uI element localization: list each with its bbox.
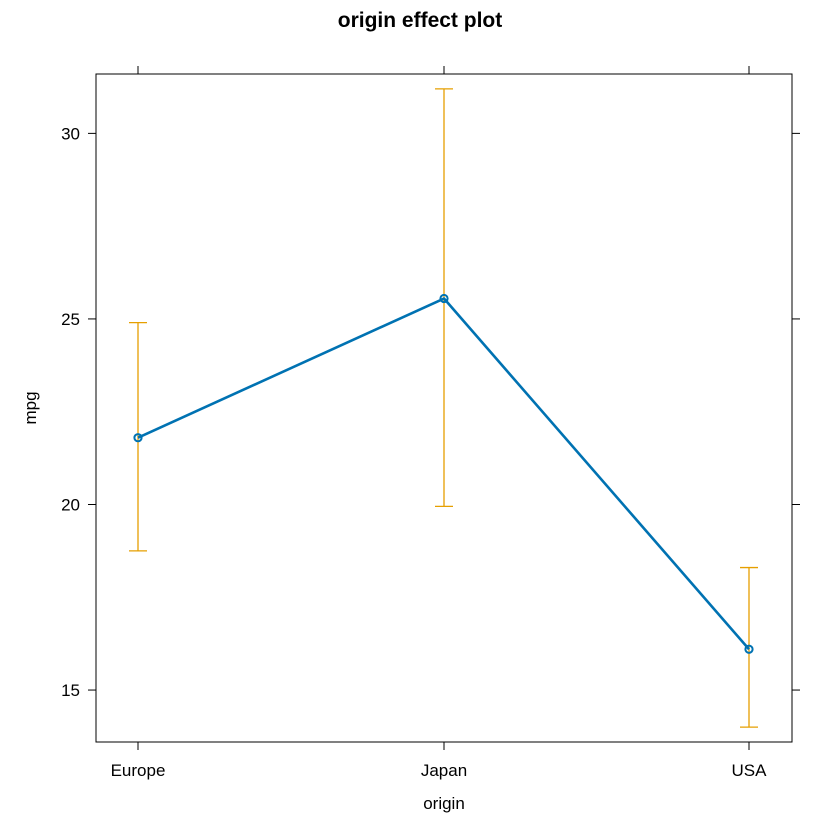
- y-tick-label-30: 30: [61, 124, 80, 143]
- series-layer: [133, 293, 754, 654]
- y-tick-label-15: 15: [61, 681, 80, 700]
- y-axis-label: mpg: [21, 391, 40, 424]
- y-tick-label-20: 20: [61, 495, 80, 514]
- x-tick-label-europe: Europe: [111, 761, 166, 780]
- y-axis: 15 20 25 30: [61, 124, 800, 700]
- x-axis-label: origin: [423, 794, 465, 813]
- series-line: [137, 297, 750, 651]
- data-point-europe: [133, 433, 143, 443]
- data-point-japan: [439, 293, 449, 304]
- x-axis: Europe Japan USA: [111, 66, 768, 780]
- chart-title: origin effect plot: [338, 9, 503, 32]
- x-tick-label-japan: Japan: [421, 761, 467, 780]
- data-point-usa: [744, 644, 754, 654]
- x-tick-label-usa: USA: [732, 761, 768, 780]
- y-tick-label-25: 25: [61, 310, 80, 329]
- error-bars: [129, 88, 758, 728]
